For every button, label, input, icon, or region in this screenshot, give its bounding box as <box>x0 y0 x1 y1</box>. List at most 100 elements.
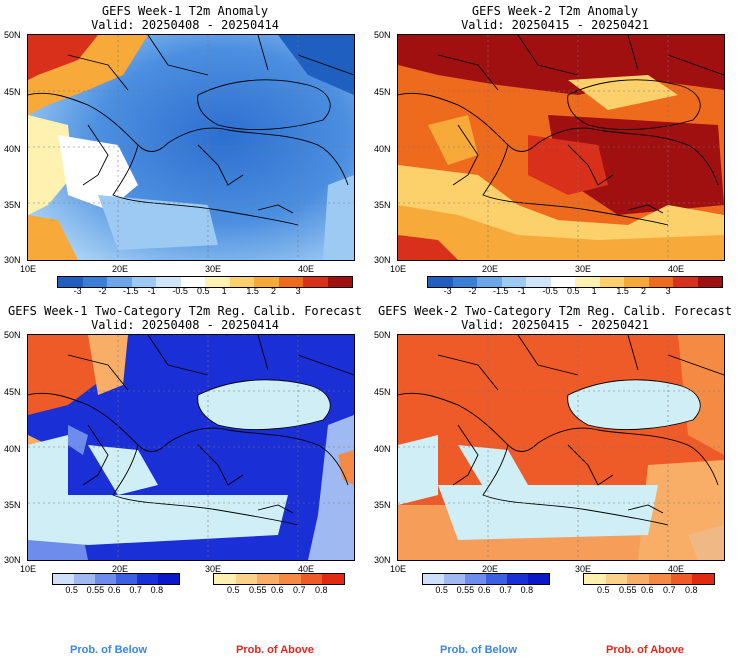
panel-week1-probability: GEFS Week-1 Two-Category T2m Reg. Calib.… <box>0 300 370 662</box>
colorbar-swatch <box>452 277 477 287</box>
panel-week2-anomaly: GEFS Week-2 T2m Anomaly Valid: 20250415 … <box>370 0 740 296</box>
lat-label: 35N <box>374 500 391 510</box>
prob-below-label: Prob. of Below <box>70 644 147 656</box>
colorbar-tick-label: 0.7 <box>499 585 512 595</box>
lon-label: 30E <box>575 264 592 274</box>
colorbar-tick-label: 0.7 <box>293 585 306 595</box>
prob-above-label: Prob. of Above <box>236 644 314 656</box>
colorbar-swatch <box>107 277 132 287</box>
colorbar-tick-label: -1 <box>517 286 526 296</box>
colorbar-tick-label: 2 <box>271 286 277 296</box>
map-week1-anomaly <box>27 34 355 261</box>
colorbar-swatch <box>180 277 205 287</box>
panel-title: GEFS Week-1 Two-Category T2m Reg. Calib.… <box>7 304 362 318</box>
colorbar-swatch <box>649 574 671 584</box>
map-week1-probability <box>27 334 355 561</box>
panel-title: GEFS Week-2 T2m Anomaly <box>471 4 639 18</box>
colorbar-below <box>422 573 550 585</box>
colorbar <box>427 276 723 288</box>
colorbar-swatch <box>322 574 345 584</box>
lat-label: 50N <box>374 30 391 40</box>
colorbar-tick-label: -2 <box>98 286 107 296</box>
colorbar-swatch <box>648 277 673 287</box>
colorbar-swatch <box>327 277 352 287</box>
colorbar-swatch <box>528 574 549 584</box>
colorbar-tick-label: -2 <box>468 286 477 296</box>
probability-map-svg <box>28 335 354 560</box>
colorbar-swatch <box>605 574 628 584</box>
panel-title: GEFS Week-2 Two-Category T2m Reg. Calib.… <box>377 304 732 318</box>
colorbar-tick-label: 0.5 <box>65 585 78 595</box>
colorbar-swatch <box>95 574 116 584</box>
lon-label: 40E <box>298 264 315 274</box>
panel-valid-dates: Valid: 20250415 - 20250421 <box>461 318 649 332</box>
lon-label: 30E <box>205 564 222 574</box>
colorbar-tick-label: -1.5 <box>493 286 509 296</box>
colorbar-swatch <box>486 574 507 584</box>
colorbar-swatch <box>624 277 649 287</box>
lat-label: 50N <box>374 330 391 340</box>
colorbar-tick-label: 3 <box>665 286 671 296</box>
colorbar-swatch <box>465 574 486 584</box>
colorbar-tick-label: -1 <box>147 286 156 296</box>
prob-below-label: Prob. of Below <box>440 644 517 656</box>
colorbar-swatch <box>214 574 236 584</box>
colorbar-swatch <box>158 574 179 584</box>
colorbar-swatch <box>116 574 137 584</box>
lat-label: 45N <box>374 87 391 97</box>
colorbar-swatch <box>692 574 715 584</box>
colorbar-tick-label: 0.7 <box>663 585 676 595</box>
lon-label: 10E <box>390 264 407 274</box>
colorbar-tick-label: -1.5 <box>123 286 139 296</box>
colorbar-tick-label: 0.8 <box>520 585 534 595</box>
lat-label: 45N <box>374 387 391 397</box>
lat-label: 35N <box>4 500 21 510</box>
colorbar-swatch <box>58 277 83 287</box>
lon-label: 10E <box>20 564 37 574</box>
lon-label: 20E <box>112 564 129 574</box>
colorbar-swatch <box>278 277 303 287</box>
colorbar-tick-label: 1 <box>591 286 597 296</box>
colorbar-swatch <box>550 277 575 287</box>
colorbar-swatch <box>599 277 624 287</box>
colorbar-swatch <box>670 574 693 584</box>
lat-label: 30N <box>4 255 21 265</box>
colorbar-tick-label: 0.55 <box>619 585 637 595</box>
colorbar-swatch <box>229 277 254 287</box>
colorbar-tick-label: 0.55 <box>456 585 475 595</box>
colorbar-swatch <box>501 277 526 287</box>
colorbar-tick-label: 3 <box>295 286 301 296</box>
colorbar-tick-label: 0.6 <box>108 585 121 595</box>
colorbar-swatch <box>131 277 156 287</box>
colorbar-swatch <box>137 574 158 584</box>
colorbar-swatch <box>673 277 698 287</box>
colorbar-tick-label: 0.6 <box>641 585 654 595</box>
colorbar-swatch <box>303 277 328 287</box>
colorbar-swatch <box>300 574 323 584</box>
colorbar-swatch <box>575 277 600 287</box>
lon-label: 40E <box>668 264 685 274</box>
lon-label: 10E <box>20 264 37 274</box>
colorbar <box>57 276 353 288</box>
map-week2-anomaly <box>397 34 725 261</box>
lat-label: 50N <box>4 30 21 40</box>
colorbar-tick-label: 0.8 <box>315 585 328 595</box>
colorbar-swatch <box>477 277 502 287</box>
lat-label: 50N <box>4 330 21 340</box>
anomaly-map-svg <box>398 35 724 260</box>
colorbar-tick-label: 1 <box>221 286 227 296</box>
colorbar-tick-label: 0.5 <box>597 585 610 595</box>
colorbar-tick-label: 0.5 <box>197 286 210 296</box>
lat-label: 30N <box>374 255 391 265</box>
colorbar-tick-label: 2 <box>641 286 647 296</box>
lat-label: 40N <box>374 144 391 154</box>
panel-title: GEFS Week-1 T2m Anomaly <box>101 4 269 18</box>
lat-label: 30N <box>374 555 391 565</box>
colorbar-swatch <box>428 277 453 287</box>
lon-label: 40E <box>668 564 685 574</box>
colorbar-above <box>583 573 715 585</box>
colorbar-tick-label: 1.5 <box>246 286 259 296</box>
anomaly-map-svg <box>28 35 354 260</box>
colorbar-tick-label: 1.5 <box>616 286 629 296</box>
colorbar-tick-label: 0.55 <box>249 585 267 595</box>
